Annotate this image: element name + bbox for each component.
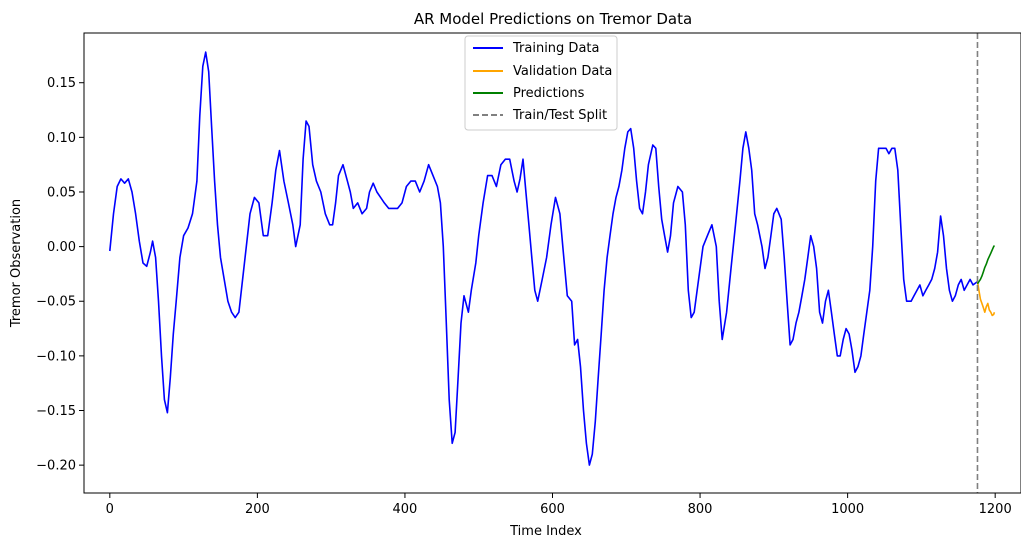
y-axis: −0.20 −0.15 −0.10 −0.05 0.00 0.05 0.10 0.15: [36, 76, 84, 474]
x-axis: 0 200 400 600 800 1000 1200: [106, 493, 1012, 517]
chart-title: AR Model Predictions on Tremor Data: [414, 10, 692, 28]
legend: Training Data Validation Data Prediction…: [464, 35, 618, 131]
x-tick-label: 600: [540, 502, 565, 517]
y-tick-label: −0.20: [36, 459, 76, 474]
legend-label-split: Train/Test Split: [512, 108, 607, 123]
y-tick-label: 0.10: [47, 131, 76, 146]
y-tick-label: −0.15: [36, 404, 76, 419]
series-line-0: [109, 51, 978, 466]
legend-label-training: Training Data: [512, 41, 599, 56]
x-tick-label: 1200: [979, 502, 1012, 517]
y-tick-label: 0.15: [47, 76, 76, 91]
series-line-1: [976, 281, 996, 317]
x-tick-label: 1000: [831, 502, 864, 517]
series-layer: [109, 51, 996, 466]
y-axis-title: Tremor Observation: [9, 199, 24, 328]
x-tick-label: 200: [245, 502, 270, 517]
series-line-2: [976, 245, 996, 285]
legend-box: [464, 35, 618, 131]
x-tick-label: 0: [106, 502, 114, 517]
x-axis-title: Time Index: [509, 524, 582, 539]
y-tick-label: −0.10: [36, 349, 76, 364]
legend-label-predictions: Predictions: [513, 86, 585, 101]
y-tick-label: 0.05: [47, 185, 76, 200]
x-tick-label: 800: [688, 502, 713, 517]
x-tick-label: 400: [393, 502, 418, 517]
y-tick-label: −0.05: [36, 295, 76, 310]
legend-label-validation: Validation Data: [513, 64, 612, 79]
y-tick-label: 0.00: [47, 240, 76, 255]
